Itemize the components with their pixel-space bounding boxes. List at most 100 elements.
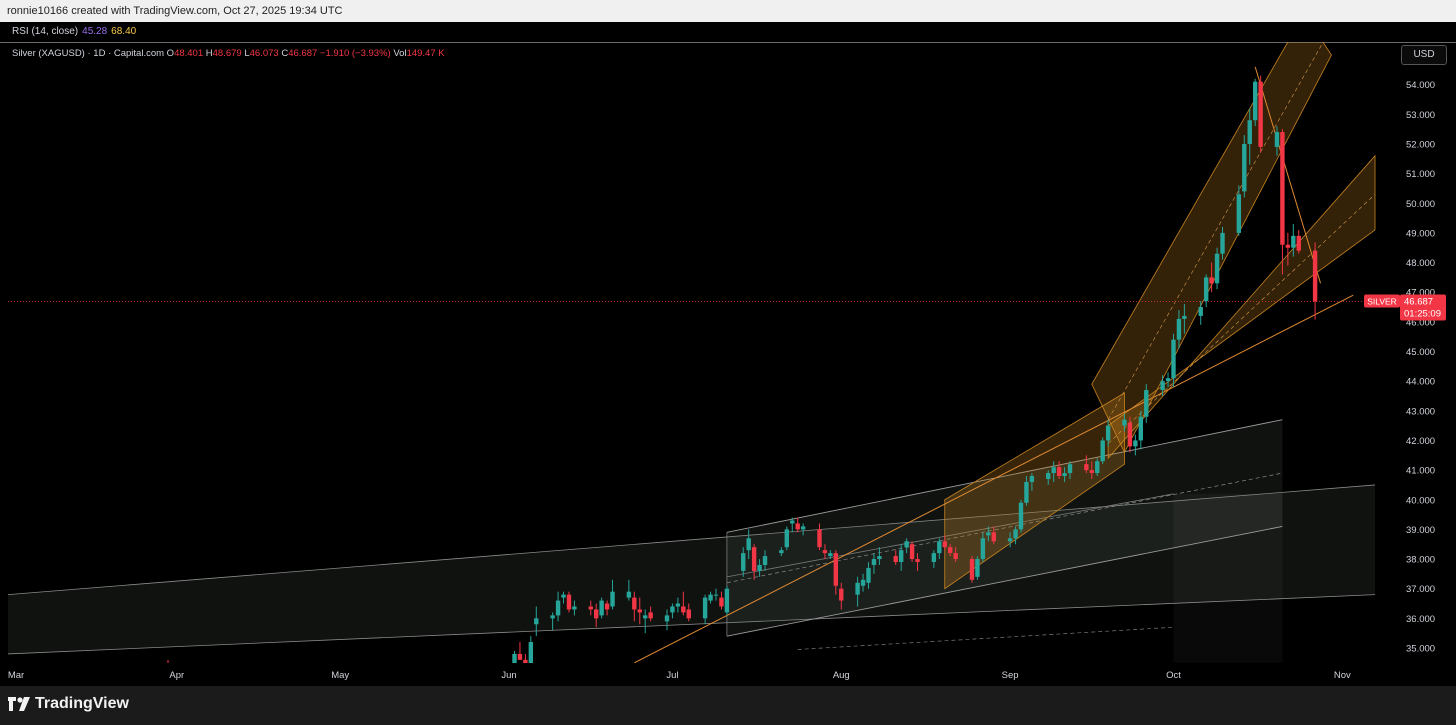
candle-body	[860, 579, 866, 586]
candle	[713, 588, 719, 601]
candle	[1182, 304, 1187, 334]
candle-body	[904, 541, 909, 548]
candle	[975, 556, 980, 580]
candle-body	[866, 567, 871, 583]
candle	[1018, 499, 1024, 533]
candle	[534, 606, 539, 637]
candle-body	[1133, 440, 1138, 447]
candle	[681, 591, 686, 616]
candle	[893, 550, 898, 565]
candle-body	[839, 588, 844, 601]
candle	[751, 544, 757, 580]
candle-body	[534, 618, 539, 625]
candle	[1274, 126, 1280, 156]
candle-body	[1127, 422, 1133, 447]
candle-body	[909, 544, 915, 560]
candle	[1160, 375, 1165, 396]
price-axis-label: 43.000	[1406, 406, 1435, 417]
candle	[1203, 274, 1209, 308]
gray-channel-mid-middle	[726, 472, 1283, 584]
candle	[833, 550, 839, 595]
candle	[947, 544, 953, 557]
candle-body	[626, 591, 632, 598]
orange-channel-2-mid	[1107, 42, 1324, 420]
attribution-text: ronnie10166 created with TradingView.com…	[7, 5, 343, 17]
candle	[937, 538, 942, 560]
candle-body	[664, 615, 670, 622]
change-value: −1.910 (−3.93%)	[319, 48, 391, 59]
candle	[550, 612, 555, 631]
candle	[1095, 458, 1100, 477]
gray-channel-box-line	[726, 493, 1174, 578]
candle	[909, 541, 915, 563]
candle	[566, 591, 572, 613]
gray-channel-box	[1173, 494, 1282, 663]
high-label: H	[205, 48, 213, 59]
candle-body	[762, 556, 768, 565]
candle	[1296, 229, 1301, 254]
candle-body	[708, 594, 713, 601]
candle-body	[1138, 416, 1144, 441]
candle	[626, 579, 632, 601]
candle	[1122, 413, 1127, 432]
candle	[1312, 242, 1318, 320]
price-axis-label: 37.000	[1406, 584, 1435, 595]
candle-body	[512, 653, 517, 663]
chart-frame	[0, 22, 1456, 686]
candle-body	[991, 532, 996, 542]
rsi-label-group[interactable]: RSI (14, close) 45.28 68.40	[12, 24, 136, 40]
price-axis-label: 46.000	[1406, 317, 1435, 328]
candle-body	[969, 559, 975, 580]
candle-body	[1018, 502, 1024, 530]
candle-body	[1214, 253, 1220, 284]
candle-body	[523, 659, 528, 663]
candle-body	[643, 615, 648, 619]
candle-body	[980, 538, 986, 560]
volume-label: Vol	[393, 48, 407, 59]
candle-body	[1160, 381, 1165, 391]
candle-body	[686, 609, 691, 619]
candle	[1144, 384, 1149, 423]
candle-body	[1209, 277, 1214, 284]
candle-body	[1182, 315, 1187, 319]
candle	[942, 535, 947, 551]
currency-button[interactable]: USD	[1401, 45, 1447, 65]
time-axis-label: Nov	[1334, 670, 1351, 681]
candle-body	[975, 559, 980, 577]
candle	[643, 609, 648, 634]
symbol-legend: Silver (XAGUSD) · 1D · Capital.com O48.4…	[12, 48, 445, 59]
candle	[632, 591, 637, 622]
candle-body	[784, 529, 790, 548]
candle	[828, 550, 833, 560]
tradingview-logo-icon	[8, 697, 30, 711]
candle-body	[604, 603, 610, 610]
candle-body	[1252, 81, 1258, 121]
candle	[915, 553, 920, 571]
price-axis-label: 54.000	[1406, 80, 1435, 91]
time-axis-label: Apr	[169, 670, 184, 681]
price-tag-value: 46.687	[1404, 296, 1433, 307]
candle-body	[1280, 132, 1285, 245]
candle-body	[800, 526, 806, 530]
price-chart[interactable]: 35.000 36.000 37.000 38.000 39.000 40.000 41.0…	[0, 42, 1456, 686]
candle	[817, 523, 822, 551]
price-axis-label: 52.000	[1406, 139, 1435, 150]
candle	[599, 597, 604, 619]
candle	[866, 562, 871, 589]
tradingview-logo[interactable]: TradingView	[8, 695, 129, 713]
candle	[593, 603, 599, 628]
price-axis-label: 36.000	[1406, 614, 1435, 625]
candle	[1138, 410, 1144, 450]
price-tag-countdown: 01:25:09	[1404, 308, 1441, 319]
candle	[980, 532, 986, 563]
candle-body	[528, 642, 534, 663]
candle-body	[1312, 250, 1318, 302]
candle	[969, 556, 975, 583]
candle	[784, 526, 790, 551]
orange-projection-line	[1254, 66, 1322, 284]
candle	[1089, 461, 1094, 479]
candle	[986, 526, 991, 542]
symbol-title[interactable]: Silver (XAGUSD) · 1D · Capital.com	[12, 48, 165, 59]
candle	[1062, 467, 1067, 482]
